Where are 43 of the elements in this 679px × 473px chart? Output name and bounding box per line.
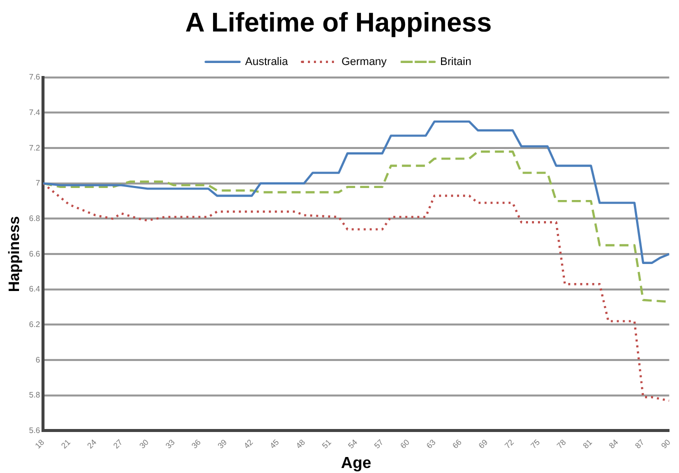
x-tick-label: 81: [581, 437, 594, 450]
x-tick-label: 27: [112, 437, 125, 450]
x-tick-label: 51: [320, 437, 334, 450]
x-tick-label: 57: [372, 437, 386, 450]
x-tick-label: 72: [503, 437, 516, 450]
x-tick-label: 63: [424, 437, 438, 450]
y-tick-label: 6.4: [28, 284, 41, 294]
x-tick-label: 45: [268, 437, 282, 450]
y-tick-label: 6.8: [28, 214, 41, 223]
x-tick-label: 30: [138, 437, 151, 450]
y-tick-label: 7.2: [28, 143, 41, 152]
x-tick-label: 42: [242, 437, 256, 450]
y-tick-label: 6: [36, 355, 41, 364]
x-tick-label: 66: [450, 437, 464, 450]
x-tick-label: 54: [346, 437, 360, 450]
x-tick-label: 69: [476, 437, 490, 450]
x-tick-label: 75: [529, 437, 542, 450]
x-tick-label: 60: [398, 437, 412, 450]
line-series: [43, 182, 670, 402]
x-tick-label: 48: [294, 437, 308, 450]
x-tick-label: 90: [660, 437, 673, 450]
x-tick-label: 21: [60, 437, 73, 450]
y-tick-label: 6.2: [28, 320, 41, 329]
y-tick-label: 5.8: [28, 390, 41, 400]
x-tick-label: 36: [190, 437, 203, 450]
x-tick-label: 33: [164, 437, 177, 450]
x-tick-label: 18: [33, 437, 46, 450]
x-tick-label: 84: [607, 437, 620, 450]
y-tick-label: 7.6: [28, 72, 41, 82]
y-axis-title: Happiness: [6, 216, 24, 292]
y-tick-label: 5.6: [28, 426, 41, 435]
legend-label: Britain: [440, 56, 472, 68]
x-tick-label: 78: [555, 437, 568, 450]
legend-label: Australia: [245, 56, 289, 68]
y-tick-label: 7: [36, 178, 41, 188]
x-tick-label: 87: [633, 437, 646, 450]
chart-title: A Lifetime of Happiness: [185, 8, 492, 38]
x-axis-title: Age: [341, 454, 372, 472]
x-tick-label: 39: [216, 437, 230, 450]
y-tick-label: 7.4: [28, 108, 41, 117]
y-tick-label: 6.6: [28, 249, 41, 258]
x-tick-label: 24: [86, 437, 99, 450]
legend-label: Germany: [341, 56, 388, 68]
